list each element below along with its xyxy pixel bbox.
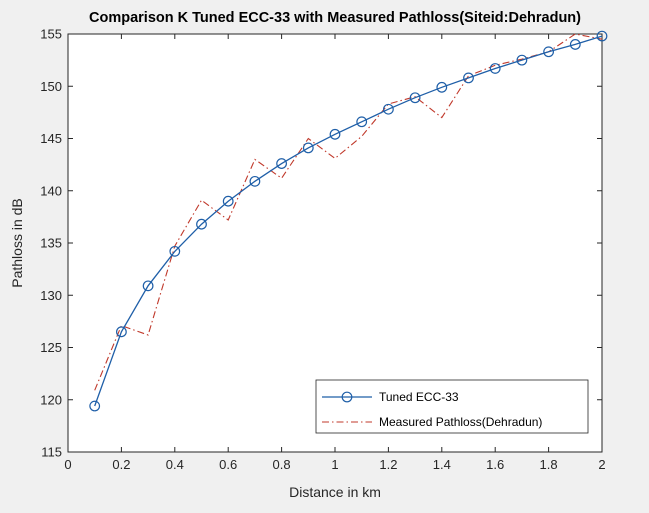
data-point-tuned-ecc33 bbox=[383, 103, 394, 115]
data-point-tuned-ecc33 bbox=[596, 30, 608, 42]
y-tick-label: 120 bbox=[40, 392, 62, 407]
x-tick-label: 2 bbox=[598, 457, 605, 472]
legend: Tuned ECC-33 Measured Pathloss(Dehradun) bbox=[315, 379, 589, 434]
x-tick-label: 0.4 bbox=[166, 457, 184, 472]
x-tick-label: 1.2 bbox=[379, 457, 397, 472]
y-axis: 115 120 125 130 135 140 145 150 155 bbox=[40, 27, 602, 460]
data-point-tuned-ecc33 bbox=[463, 72, 474, 84]
data-point-tuned-ecc33 bbox=[436, 81, 448, 93]
x-axis-label: Distance in km bbox=[289, 484, 381, 500]
y-tick-label: 150 bbox=[40, 79, 62, 94]
data-point-tuned-ecc33 bbox=[516, 54, 528, 66]
y-axis-label: Pathloss in dB bbox=[9, 198, 25, 288]
data-point-tuned-ecc33 bbox=[115, 326, 127, 338]
legend-label-tuned-ecc33: Tuned ECC-33 bbox=[379, 390, 459, 404]
x-tick-label: 0.6 bbox=[219, 457, 237, 472]
x-tick-label: 0.8 bbox=[273, 457, 291, 472]
y-tick-label: 135 bbox=[40, 236, 62, 251]
x-axis: 0 0.2 0.4 0.6 0.8 1 1.2 1.4 1.6 1.8 2 bbox=[64, 34, 606, 472]
y-tick-label: 140 bbox=[40, 183, 62, 198]
data-point-tuned-ecc33 bbox=[302, 142, 314, 154]
chart-title: Comparison K Tuned ECC-33 with Measured … bbox=[89, 10, 581, 26]
y-tick-label: 125 bbox=[40, 340, 62, 355]
data-point-tuned-ecc33 bbox=[222, 195, 234, 207]
data-point-tuned-ecc33 bbox=[89, 400, 101, 412]
data-point-tuned-ecc33 bbox=[356, 116, 368, 128]
x-tick-label: 1.6 bbox=[486, 457, 504, 472]
series-layer bbox=[89, 30, 608, 412]
x-tick-label: 1.8 bbox=[540, 457, 558, 472]
y-tick-label: 145 bbox=[40, 131, 62, 146]
y-tick-label: 115 bbox=[41, 445, 62, 460]
data-point-tuned-ecc33 bbox=[169, 245, 181, 257]
y-tick-label: 155 bbox=[40, 27, 62, 42]
data-point-tuned-ecc33 bbox=[409, 92, 421, 104]
data-point-tuned-ecc33 bbox=[489, 63, 501, 74]
data-point-tuned-ecc33 bbox=[329, 128, 341, 140]
x-tick-label: 1 bbox=[331, 457, 338, 472]
x-tick-label: 0 bbox=[64, 457, 71, 472]
legend-box bbox=[315, 379, 589, 434]
y-tick-label: 130 bbox=[40, 288, 62, 303]
data-point-tuned-ecc33 bbox=[543, 46, 554, 58]
x-tick-label: 0.2 bbox=[112, 457, 130, 472]
legend-label-measured: Measured Pathloss(Dehradun) bbox=[379, 415, 542, 429]
x-tick-label: 1.4 bbox=[433, 457, 451, 472]
data-point-tuned-ecc33 bbox=[196, 218, 207, 230]
legend-marker-tuned-ecc33 bbox=[341, 391, 353, 403]
data-point-tuned-ecc33 bbox=[142, 280, 154, 292]
data-point-tuned-ecc33 bbox=[276, 158, 288, 169]
data-point-tuned-ecc33 bbox=[249, 175, 261, 187]
data-point-tuned-ecc33 bbox=[569, 39, 581, 50]
